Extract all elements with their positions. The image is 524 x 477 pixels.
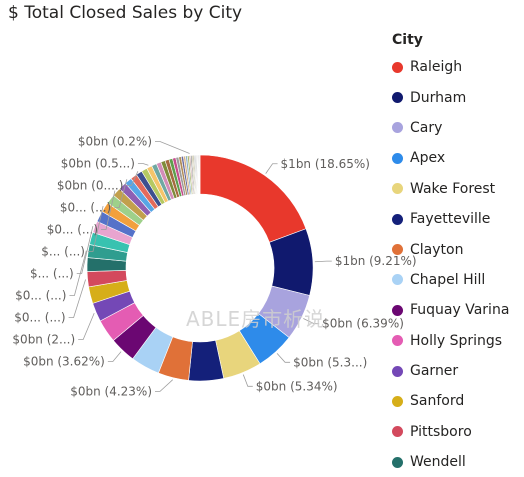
leader-line: [155, 141, 190, 154]
legend-swatch: [392, 152, 403, 164]
data-label: $0... (...): [47, 223, 98, 237]
leader-line: [314, 260, 332, 263]
data-label: $0bn (0.5...): [61, 157, 135, 171]
data-label: $... (...): [30, 267, 74, 281]
legend-label: Chapel Hill: [410, 271, 486, 288]
data-label: $0bn (5.34%): [256, 379, 338, 393]
legend: City Raleigh Durham Cary Apex Wake Forest Fay…: [392, 28, 524, 477]
donut-slice[interactable]: [198, 154, 201, 195]
legend-swatch: [392, 274, 403, 286]
legend-item[interactable]: Apex: [392, 143, 524, 173]
legend-title: City: [392, 32, 423, 48]
legend-label: Fayetteville: [410, 211, 491, 228]
data-label: $0... (...): [60, 201, 111, 215]
leader-line: [242, 374, 253, 387]
legend-label: Pittsboro: [410, 423, 472, 440]
legend-label: Durham: [410, 89, 467, 106]
leader-line: [265, 163, 278, 174]
data-label: $0bn (4.23%): [70, 384, 152, 398]
legend-label: Garner: [410, 363, 459, 380]
data-label: $0bn (2...): [12, 333, 75, 347]
data-label: $0bn (0....): [57, 179, 124, 193]
legend-item[interactable]: Wake Forest: [392, 174, 524, 204]
legend-label: Holly Springs: [410, 332, 503, 349]
legend-label: Wake Forest: [410, 180, 496, 197]
legend-item[interactable]: Cary: [392, 113, 524, 143]
legend-swatch: [392, 395, 403, 407]
data-label: $0bn (5.3...): [293, 355, 367, 369]
watermark: ABLE房市析说: [186, 307, 326, 331]
data-labels: $1bn (18.65%) $1bn (9.21%) $0bn (6.39%) $0b…: [12, 135, 416, 399]
legend-swatch: [392, 365, 403, 377]
legend-item[interactable]: Chapel Hill: [392, 265, 524, 295]
legend-swatch: [392, 244, 403, 256]
legend-swatch: [392, 183, 403, 195]
leader-line: [68, 279, 86, 318]
legend-item[interactable]: Sanford: [392, 386, 524, 416]
legend-item[interactable]: Garner: [392, 356, 524, 386]
leader-line: [101, 190, 116, 230]
leader-line: [78, 312, 95, 340]
leader-line: [155, 379, 174, 392]
legend-label: Raleigh: [410, 59, 463, 76]
legend-label: Fuquay Varina: [410, 302, 510, 319]
legend-item[interactable]: Wendell: [392, 447, 524, 477]
leader-line: [87, 206, 104, 252]
leader-line: [76, 226, 94, 274]
data-label: $0bn (0.2%): [78, 135, 152, 149]
legend-swatch: [392, 426, 403, 438]
legend-item[interactable]: Raleigh: [392, 52, 524, 82]
legend-item[interactable]: Pittsboro: [392, 417, 524, 447]
data-label: $0... (...): [14, 311, 65, 325]
legend-swatch: [392, 335, 403, 347]
legend-label: Sanford: [410, 393, 465, 410]
legend-item[interactable]: Fayetteville: [392, 204, 524, 234]
data-label: $... (...): [41, 245, 85, 259]
leader-line: [276, 353, 291, 363]
leader-line: [137, 163, 149, 166]
legend-swatch: [392, 61, 403, 73]
legend-label: Wendell: [410, 454, 466, 471]
legend-label: Apex: [410, 150, 446, 167]
donut-slices: [86, 154, 314, 382]
legend-swatch: [392, 456, 403, 468]
data-label: $0bn (6.39%): [322, 317, 404, 331]
legend-item[interactable]: Clayton: [392, 234, 524, 264]
data-label: $0... (...): [15, 289, 66, 303]
legend-swatch: [392, 92, 403, 104]
legend-label: Cary: [410, 119, 443, 136]
data-label: $1bn (18.65%): [281, 157, 370, 171]
legend-swatch: [392, 304, 403, 316]
leader-line: [114, 179, 128, 208]
legend-item[interactable]: Durham: [392, 82, 524, 112]
chart-title: $ Total Closed Sales by City: [8, 3, 243, 23]
data-label: $1bn (9.21%): [335, 254, 417, 268]
leader-line: [69, 250, 87, 296]
legend-item[interactable]: Fuquay Varina: [392, 295, 524, 325]
data-label: $0bn (3.62%): [23, 355, 105, 369]
legend-swatch: [392, 122, 403, 134]
legend-swatch: [392, 213, 403, 225]
legend-items: Raleigh Durham Cary Apex Wake Forest Fayettev…: [392, 52, 524, 477]
legend-label: Clayton: [410, 241, 464, 258]
legend-item[interactable]: Holly Springs: [392, 326, 524, 356]
leader-line: [107, 351, 122, 362]
leader-line: [126, 171, 139, 186]
leader-line: [303, 318, 320, 325]
